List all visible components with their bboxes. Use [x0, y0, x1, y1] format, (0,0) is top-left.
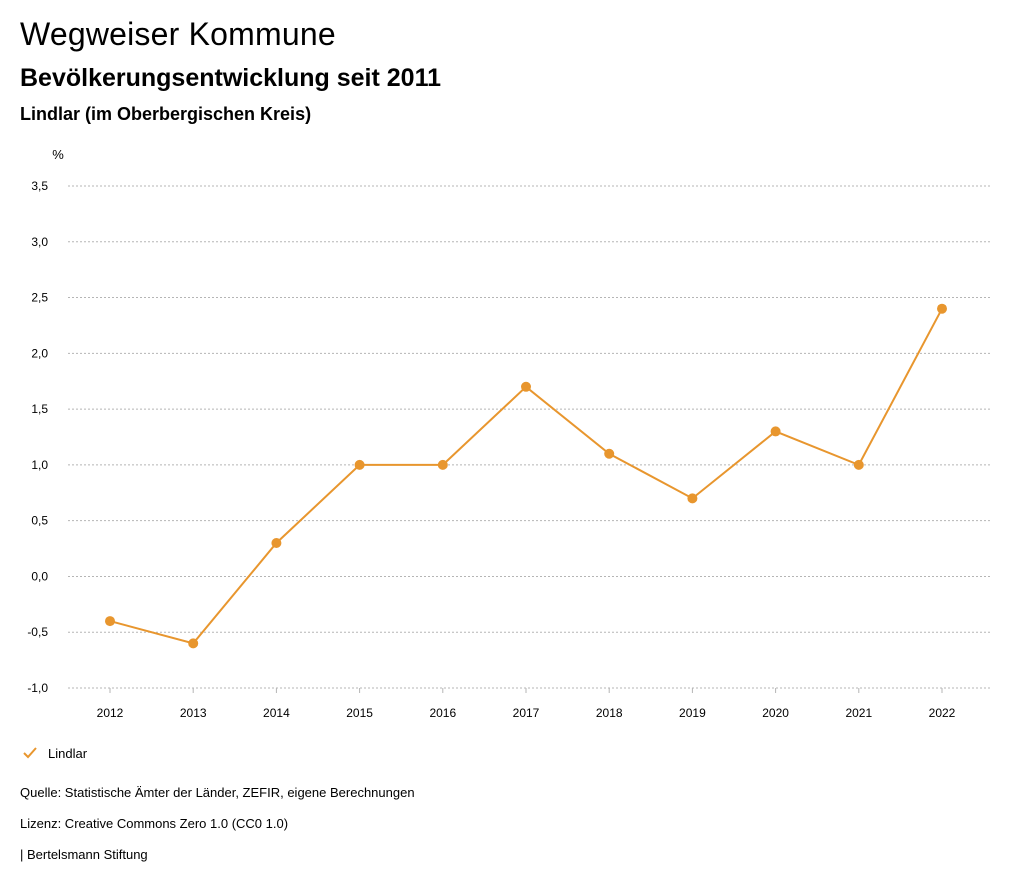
x-tick-label: 2020 [762, 706, 789, 720]
data-point [437, 459, 448, 470]
x-tick-label: 2013 [180, 706, 207, 720]
x-tick-label: 2015 [346, 706, 373, 720]
y-tick-label: 2,0 [31, 346, 48, 360]
x-tick-label: 2014 [263, 706, 290, 720]
y-tick-label: -0,5 [27, 625, 48, 639]
data-point [188, 638, 199, 649]
data-point [937, 303, 947, 314]
data-point [687, 493, 698, 504]
x-tick-label: 2012 [97, 706, 124, 720]
region-title: Lindlar (im Oberbergischen Kreis) [20, 104, 312, 124]
x-tick-label: 2022 [929, 706, 956, 720]
x-tick-label: 2019 [679, 706, 706, 720]
y-tick-label: 0,0 [31, 569, 48, 583]
x-tick-label: 2021 [845, 706, 872, 720]
chart-subtitle: Bevölkerungsentwicklung seit 2011 [20, 64, 441, 92]
y-tick-label: 0,5 [31, 514, 48, 528]
data-point [354, 459, 365, 470]
y-axis-ticks: 3,5 3,0 2,5 2,0 1,5 1,0 0,5 0,0 -0,5 -1,0 [27, 179, 48, 695]
data-point [271, 537, 282, 548]
x-axis-ticks: 2012 2013 2014 2015 2016 2017 2018 2019 2020 2021… [97, 688, 956, 720]
data-point [521, 381, 531, 392]
y-tick-label: 3,0 [31, 235, 48, 249]
grid-lines [68, 185, 990, 689]
source-note: Quelle: Statistische Ämter der Länder, Z… [20, 785, 415, 800]
data-point [604, 448, 615, 459]
series-lindlar [105, 303, 947, 649]
checkmark-icon [23, 747, 37, 759]
data-point [770, 426, 781, 437]
y-tick-label: 3,5 [31, 179, 48, 193]
legend-label: Lindlar [48, 745, 88, 761]
y-tick-label: -1,0 [27, 681, 48, 695]
data-point [105, 616, 115, 627]
y-tick-label: 1,0 [31, 458, 48, 472]
data-point [853, 459, 864, 470]
x-tick-label: 2017 [513, 706, 540, 720]
series-line [109, 308, 943, 645]
license-note: Lizenz: Creative Commons Zero 1.0 (CC0 1… [20, 816, 289, 831]
line-chart: 3,53,02,52,01,51,00,50,0-0,5-1,0 2012 201… [27, 147, 990, 720]
y-axis-unit-label: % [52, 147, 64, 162]
x-tick-label: 2018 [596, 706, 623, 720]
page-title: Wegweiser Kommune [20, 16, 336, 52]
brand-note: | Bertelsmann Stiftung [20, 847, 148, 862]
legend-item-lindlar[interactable]: Lindlar [22, 745, 87, 761]
y-tick-label: 2,5 [31, 291, 48, 305]
x-tick-label: 2016 [429, 706, 456, 720]
y-tick-label: 1,5 [31, 402, 48, 416]
